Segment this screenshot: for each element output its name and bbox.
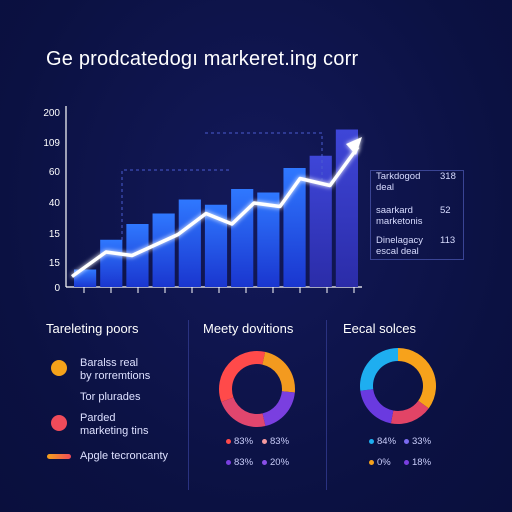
y-tick-label: 40: [49, 198, 61, 209]
pie-label: 83%: [262, 436, 289, 447]
bar: [309, 155, 332, 287]
bar: [257, 192, 280, 287]
trend-line: [70, 137, 362, 278]
y-tick-label: 200: [43, 108, 60, 119]
callout-value: 113: [440, 235, 456, 246]
pie-label: 83%: [226, 457, 253, 468]
pie-label-text: 33%: [412, 436, 432, 447]
section-title-left: Tareleting poors: [46, 321, 139, 336]
y-tick-label: 15: [49, 229, 61, 240]
pie-label-dot: [404, 459, 409, 465]
pie-label-dot: [369, 459, 374, 465]
pie-label-text: 20%: [270, 457, 290, 468]
pie-label-text: 83%: [234, 457, 254, 468]
bar: [126, 224, 149, 287]
legend-dot: [51, 360, 67, 376]
legend-label: Apgle tecroncanty: [80, 450, 169, 462]
donut-slice: [219, 350, 266, 402]
callout-value: 318: [440, 171, 456, 182]
pie-label: 33%: [404, 436, 431, 447]
y-tick-label: 60: [49, 167, 61, 178]
page-title: Ge prodcatedogı markeret.ing corr: [46, 48, 359, 70]
trend-line-path: [70, 145, 360, 278]
donut-slice: [262, 391, 295, 427]
pie-label-dot: [262, 438, 267, 444]
y-tick-label: 109: [43, 138, 60, 149]
pie-label-text: 0%: [377, 457, 391, 468]
pie-label: 20%: [262, 457, 289, 468]
callout-label: saarkard marketonis: [376, 205, 423, 227]
donut-slice: [221, 397, 266, 427]
callout-box: [370, 170, 464, 260]
donut-slice: [360, 389, 394, 424]
bar: [204, 204, 228, 287]
guide-lines: [121, 132, 323, 240]
donut-slice: [262, 351, 295, 393]
pie-label-dot: [262, 459, 267, 465]
donut-slice: [390, 400, 429, 424]
legend-pill: [47, 454, 71, 459]
pie-label: 84%: [369, 436, 396, 447]
legend-label: Parded marketing tins: [80, 412, 149, 437]
y-tick-label: 0: [54, 283, 60, 294]
donut-slice: [360, 348, 398, 391]
pie-label-text: 84%: [377, 436, 397, 447]
callout-value: 52: [440, 205, 451, 216]
pie-label-text: 83%: [234, 436, 254, 447]
donut-slice: [398, 348, 436, 409]
trend-arrow-head: [346, 137, 362, 155]
pie-label: 83%: [226, 436, 253, 447]
y-tick-label: 15: [49, 258, 61, 269]
pie-label-dot: [226, 438, 231, 444]
legend-label: Tor plurades: [80, 391, 141, 403]
callout-label: Tarkdogod deal: [376, 171, 421, 193]
bar: [283, 168, 306, 287]
section-title-right: Eecal solces: [343, 321, 416, 336]
pie-label-text: 83%: [270, 436, 290, 447]
bar: [74, 269, 97, 287]
legend-label: Baralss real by rorremtions: [80, 357, 151, 382]
pie-label-dot: [369, 438, 374, 444]
bar: [152, 213, 175, 287]
pie-label-text: 18%: [412, 457, 432, 468]
section-title-middle: Meety dovitions: [203, 321, 294, 336]
y-axis-ticks: 200 109 60 40 15 15 0: [43, 108, 60, 294]
pie-label: 0%: [369, 457, 391, 468]
divider: [326, 320, 327, 490]
legend-dot: [51, 415, 67, 431]
pie-label: 18%: [404, 457, 431, 468]
pie-label-dot: [404, 438, 409, 444]
bar: [231, 189, 254, 287]
pie-label-dot: [226, 459, 231, 465]
guide-line: [205, 132, 323, 180]
callout-label: Dinelagacy escal deal: [376, 235, 423, 257]
divider: [188, 320, 189, 490]
